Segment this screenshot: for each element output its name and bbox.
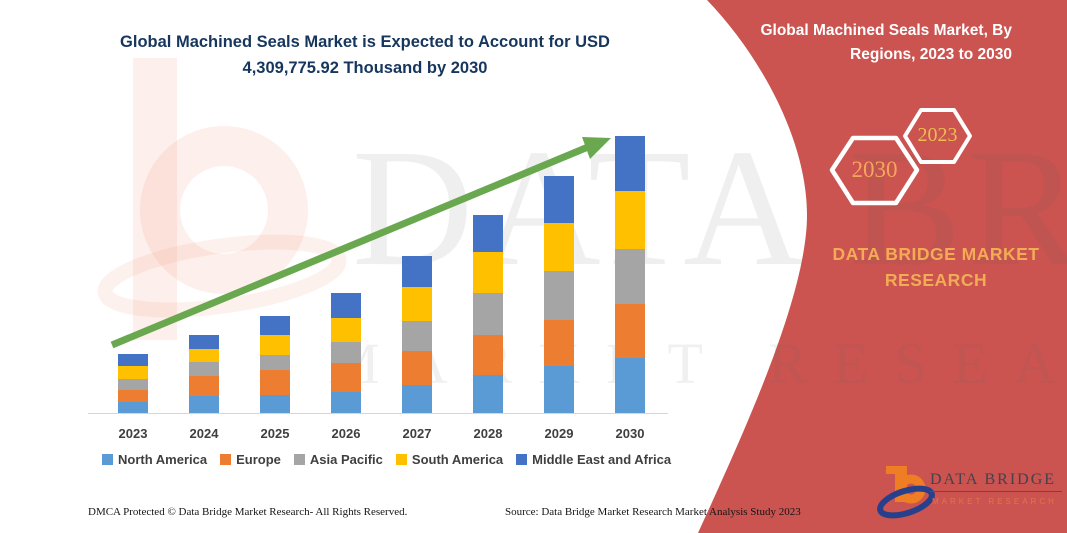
legend-swatch [395, 454, 407, 465]
bar-segment-asia-pacific-2030 [615, 248, 645, 304]
bar-segment-middle-east-and-africa-2028 [473, 214, 503, 253]
bar-segment-north-america-2028 [473, 374, 503, 413]
bar-segment-south-america-2023 [118, 365, 148, 379]
bar-segment-south-america-2028 [473, 252, 503, 293]
bar-segment-south-america-2027 [402, 287, 432, 322]
legend-item-north-america: North America [102, 452, 207, 467]
legend-swatch [220, 454, 232, 465]
bar-segment-middle-east-and-africa-2027 [402, 256, 432, 288]
bar-segment-north-america-2029 [544, 366, 574, 413]
band-heading: Global Machined Seals Market, By Regions… [700, 19, 1012, 67]
bar-segment-asia-pacific-2028 [473, 293, 503, 335]
bar-segment-south-america-2030 [615, 191, 645, 249]
x-axis-label-2023: 2023 [118, 426, 148, 441]
bar-segment-south-america-2026 [331, 318, 361, 342]
footer-dmca-text: DMCA Protected © Data Bridge Market Rese… [88, 506, 408, 518]
hexagon-2023-label: 2023 [917, 124, 958, 146]
legend-swatch [516, 454, 528, 465]
band-heading-line1: Global Machined Seals Market, By [760, 22, 1012, 39]
bar-segment-north-america-2030 [615, 358, 645, 413]
brand-text-line2: RESEARCH [884, 270, 988, 291]
bar-segment-middle-east-and-africa-2029 [544, 176, 574, 223]
legend-item-asia-pacific: Asia Pacific [293, 452, 383, 467]
hexagon-2023 [903, 108, 972, 164]
brand-text-line1: DATA BRIDGE MARKET [832, 244, 1040, 264]
bar-segment-europe-2030 [615, 303, 645, 359]
hexagon-2030 [829, 135, 920, 206]
chart-title: Global Machined Seals Market is Expected… [85, 30, 645, 81]
bar-segment-asia-pacific-2024 [189, 362, 219, 377]
x-axis-label-2024: 2024 [189, 426, 219, 441]
bar-segment-europe-2025 [260, 369, 290, 395]
bar-segment-asia-pacific-2026 [331, 341, 361, 364]
x-axis-label-2025: 2025 [260, 426, 290, 441]
bar-segment-europe-2023 [118, 389, 148, 402]
x-axis-label-2028: 2028 [473, 426, 503, 441]
bar-segment-south-america-2025 [260, 334, 290, 355]
bar-segment-south-america-2029 [544, 222, 574, 272]
bar-segment-middle-east-and-africa-2030 [615, 136, 645, 192]
bar-segment-asia-pacific-2027 [402, 321, 432, 351]
x-axis-label-2030: 2030 [615, 426, 645, 441]
chart-legend: North America Europe Asia Pacific South Ame… [102, 452, 671, 467]
legend-label: Middle East and Africa [532, 452, 672, 467]
legend-item-middle-east-and-africa: Middle East and Africa [516, 452, 671, 467]
bar-segment-north-america-2026 [331, 391, 361, 413]
legend-swatch [293, 454, 305, 465]
dbmr-logo-subtitle: MARKET RESEARCH [932, 497, 1057, 506]
x-axis-line [88, 413, 668, 414]
bar-segment-europe-2024 [189, 376, 219, 397]
brand-text: DATA BRIDGE MARKET RESEARCH [812, 241, 1060, 294]
bar-segment-north-america-2025 [260, 394, 290, 413]
bar-segment-asia-pacific-2025 [260, 354, 290, 370]
bar-segment-middle-east-and-africa-2023 [118, 353, 148, 366]
legend-label: Europe [236, 452, 281, 467]
legend-label: North America [118, 452, 208, 467]
bar-segment-south-america-2024 [189, 348, 219, 363]
bar-segment-europe-2029 [544, 319, 574, 367]
bar-segment-asia-pacific-2023 [118, 378, 148, 390]
dbmr-logo-name: DATA BRIDGE [930, 471, 1062, 492]
bar-segment-north-america-2027 [402, 384, 432, 413]
bar-segment-europe-2028 [473, 334, 503, 375]
bar-segment-europe-2027 [402, 350, 432, 385]
hexagon-2030-label: 2030 [851, 157, 898, 182]
bar-segment-europe-2026 [331, 363, 361, 392]
chart-title-line1: Global Machined Seals Market is Expected… [120, 33, 610, 51]
bar-segment-north-america-2024 [189, 396, 219, 413]
x-axis-label-2026: 2026 [331, 426, 361, 441]
legend-label: South America [411, 452, 504, 467]
bar-segment-middle-east-and-africa-2024 [189, 334, 219, 349]
legend-label: Asia Pacific [309, 452, 383, 467]
band-heading-line2: Regions, 2023 to 2030 [850, 46, 1012, 64]
bar-segment-north-america-2023 [118, 401, 148, 413]
chart-title-line2: 4,309,775.92 Thousand by 2030 [242, 58, 488, 77]
footer-source-text: Source: Data Bridge Market Research Mark… [505, 506, 801, 518]
x-axis-label-2027: 2027 [402, 426, 432, 441]
bar-segment-asia-pacific-2029 [544, 271, 574, 320]
legend-swatch [102, 454, 113, 465]
legend-item-south-america: South America [395, 452, 504, 467]
bar-segment-middle-east-and-africa-2025 [260, 315, 290, 335]
bar-segment-middle-east-and-africa-2026 [331, 293, 361, 319]
legend-item-europe: Europe [220, 452, 281, 467]
x-axis-label-2029: 2029 [544, 426, 574, 441]
